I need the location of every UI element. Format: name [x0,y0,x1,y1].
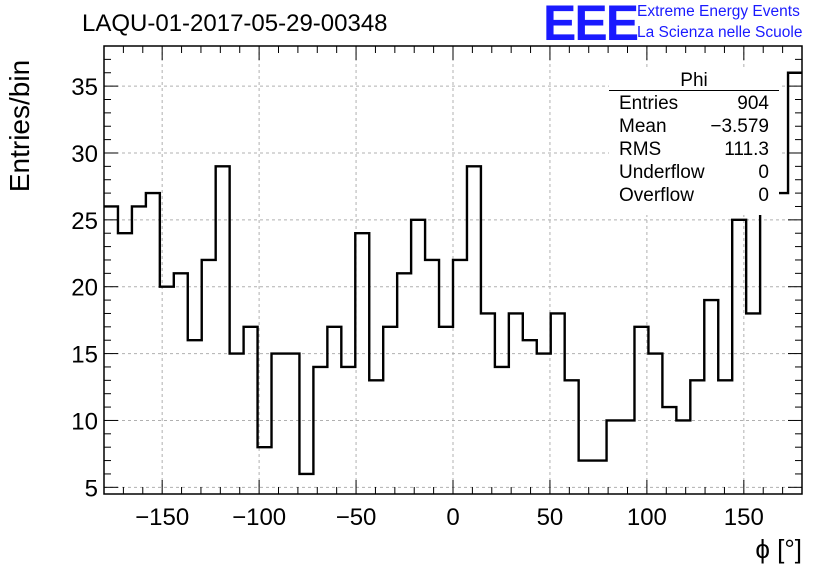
stats-row-rms: RMS 111.3 [619,139,769,161]
y-tick-label: 30 [71,141,98,168]
eee-logo: EEE [543,0,639,51]
stats-row-mean: Mean −3.579 [619,116,769,138]
stats-label: Underflow [619,162,705,183]
plot-frame [103,45,803,495]
y-tick-label: 35 [71,74,98,101]
stats-label: Mean [619,116,667,137]
stats-box: Phi Entries 904 Mean −3.579 RMS 111.3 Un… [609,70,779,215]
x-tick-label: −100 [232,504,286,531]
y-tick-label: 20 [71,275,98,302]
stats-value: −3.579 [710,116,769,137]
stats-label: Overflow [619,185,694,206]
y-tick-label: 25 [71,208,98,235]
histogram-series [104,71,802,476]
logo-line-1: Extreme Energy Events [637,3,800,20]
logo-line-2: La Scienza nelle Scuole [637,24,803,41]
x-tick-label: 50 [537,504,564,531]
stats-value: 111.3 [724,139,769,160]
stats-value: 0 [758,162,769,183]
run-title: LAQU-01-2017-05-29-00348 [82,10,388,37]
x-tick-label: −50 [336,504,377,531]
stats-row-overflow: Overflow 0 [619,185,769,207]
stats-row-entries: Entries 904 [619,93,769,115]
stats-label: RMS [619,139,662,160]
stats-row-underflow: Underflow 0 [619,162,769,184]
y-tick-label: 15 [71,342,98,369]
y-axis-label: Entries/bin [4,59,35,193]
stats-value: 0 [758,185,769,206]
x-tick-label: 0 [446,504,459,531]
y-tick-label: 5 [85,475,98,502]
stats-title: Phi [680,70,708,91]
x-tick-label: 150 [724,504,764,531]
x-axis-label: ϕ [°] [755,534,802,564]
x-tick-label: 100 [627,504,667,531]
stats-divider [609,90,779,91]
y-tick-label: 10 [71,408,98,435]
x-tick-label: −150 [135,504,189,531]
stats-label: Entries [619,93,679,114]
stats-value: 904 [737,93,769,114]
